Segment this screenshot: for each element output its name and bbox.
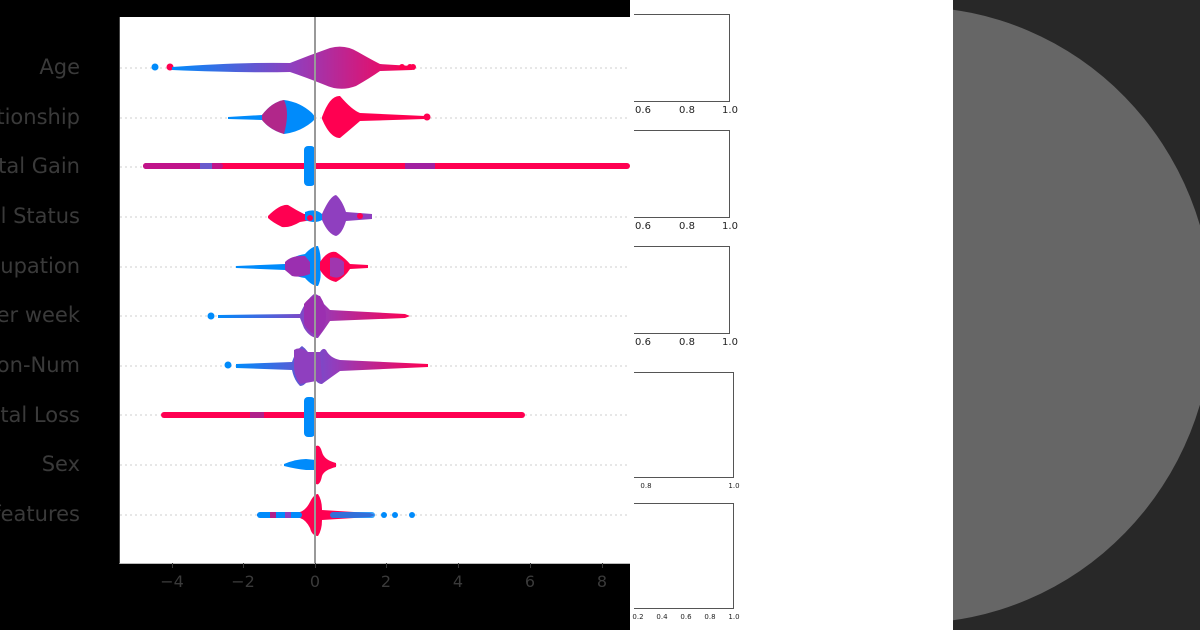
mini-tick-label: 1.0 xyxy=(728,482,740,490)
mini-tick-label: 0.6 xyxy=(635,105,651,116)
xtick-label: 8 xyxy=(596,572,608,591)
feature-label-other-features: features xyxy=(0,502,80,526)
mini-tick-label: 1.0 xyxy=(722,337,738,348)
mini-tick-label: 0.8 xyxy=(679,221,695,232)
mini-tick-label: 1.0 xyxy=(728,613,740,621)
xtick-label: −2 xyxy=(231,572,255,591)
mini-tick-label: 0.8 xyxy=(704,613,716,621)
feature-label-marital-status: l Status xyxy=(0,204,80,228)
feature-label-capital-loss: ital Loss xyxy=(0,403,80,427)
mini-tick-label: 0.8 xyxy=(679,337,695,348)
mini-tick-label: 0.8 xyxy=(640,482,652,490)
feature-label-hours-per-week: er week xyxy=(0,303,80,327)
mini-tick-label: 1.0 xyxy=(722,105,738,116)
feature-label-relationship: tionship xyxy=(0,105,80,129)
mini-axes-2 xyxy=(634,130,730,218)
mini-tick-label: 0.6 xyxy=(680,613,692,621)
xtick-mark xyxy=(172,563,173,568)
beeswarm-plot xyxy=(120,17,630,563)
dark-side-panel xyxy=(953,0,1200,630)
secondary-figure-area: 0.6 0.8 1.0 0.6 0.8 1.0 0.6 0.8 1.0 0.8 … xyxy=(630,0,953,630)
xtick-label: −4 xyxy=(160,572,184,591)
xtick-label: 6 xyxy=(524,572,536,591)
plot-area xyxy=(119,17,631,564)
mini-tick-label: 0.8 xyxy=(679,105,695,116)
xtick-mark xyxy=(243,563,244,568)
xtick-mark xyxy=(458,563,459,568)
mini-axes-5 xyxy=(634,503,734,609)
mini-tick-label: 0.6 xyxy=(635,221,651,232)
xtick-mark xyxy=(315,563,316,568)
xtick-mark xyxy=(602,563,603,568)
feature-label-age: Age xyxy=(39,55,80,79)
mini-axes-3 xyxy=(634,246,730,334)
gray-circle-shape xyxy=(953,7,1200,623)
xtick-mark xyxy=(386,563,387,568)
mini-axes-1 xyxy=(634,14,730,102)
mini-axes-4 xyxy=(634,372,734,478)
mini-tick-label: 0.4 xyxy=(656,613,668,621)
xtick-mark xyxy=(530,563,531,568)
xtick-label: 4 xyxy=(452,572,464,591)
feature-label-education-num: on-Num xyxy=(0,353,80,377)
mini-tick-label: 0.6 xyxy=(635,337,651,348)
feature-label-sex: Sex xyxy=(41,452,80,476)
mini-tick-label: 1.0 xyxy=(722,221,738,232)
feature-label-occupation: upation xyxy=(0,254,80,278)
xtick-label: 2 xyxy=(380,572,392,591)
xtick-label: 0 xyxy=(309,572,321,591)
feature-label-capital-gain: tal Gain xyxy=(0,154,80,178)
mini-tick-label: 0.2 xyxy=(632,613,644,621)
